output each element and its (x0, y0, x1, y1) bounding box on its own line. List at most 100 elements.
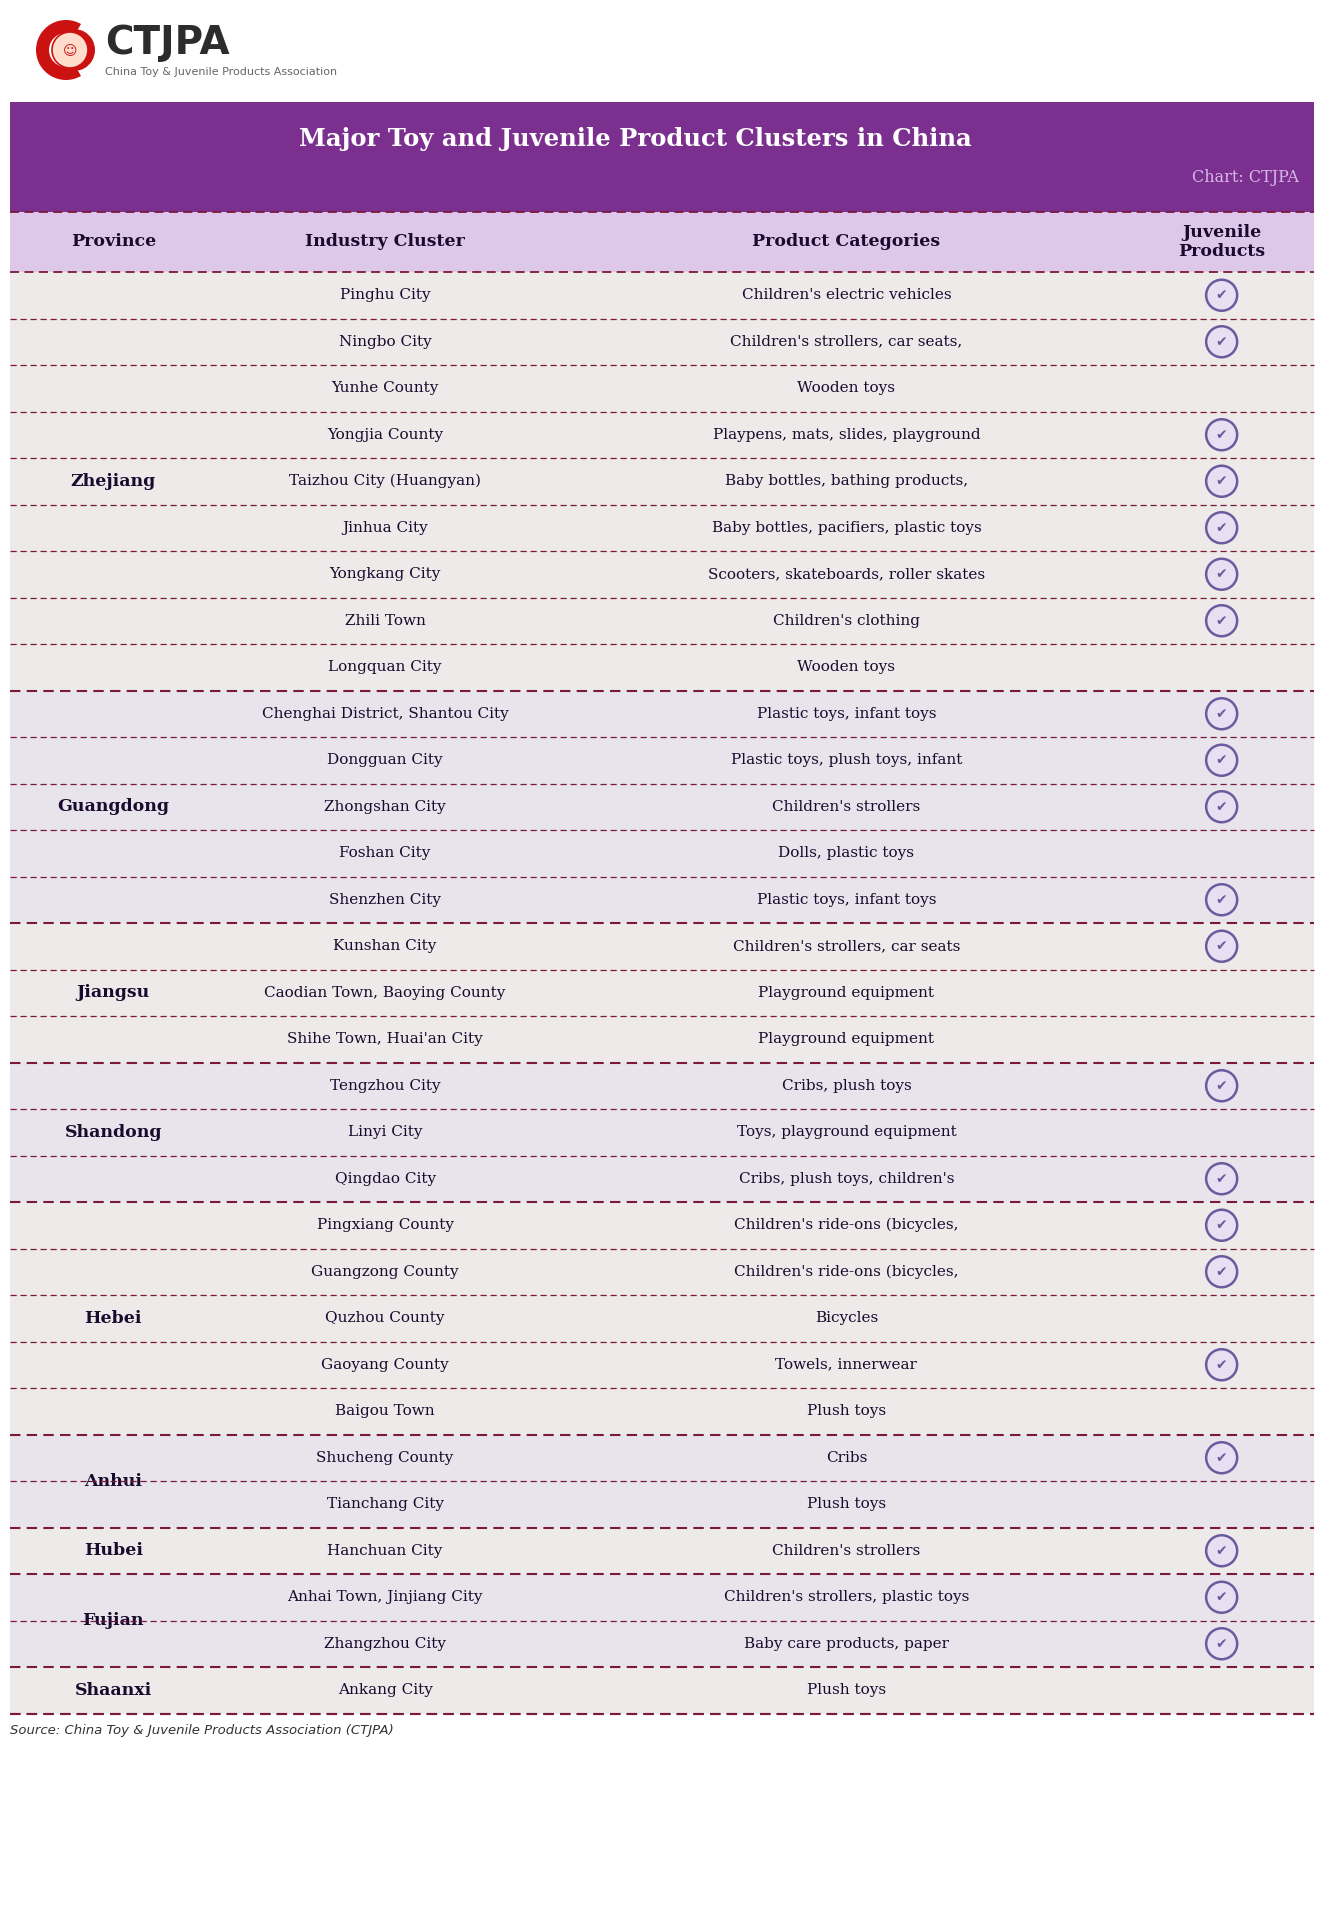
Text: ☺: ☺ (62, 44, 77, 57)
Text: ✔: ✔ (1215, 939, 1227, 952)
Text: Zhongshan City: Zhongshan City (324, 800, 446, 813)
Circle shape (1206, 1071, 1237, 1101)
Text: ✔: ✔ (1215, 288, 1227, 303)
Text: Wooden toys: Wooden toys (797, 661, 895, 674)
FancyBboxPatch shape (11, 924, 1313, 1063)
Text: Foshan City: Foshan City (339, 846, 430, 861)
Text: Qingdao City: Qingdao City (335, 1172, 436, 1185)
Text: Shaanxi: Shaanxi (74, 1682, 152, 1699)
Circle shape (1206, 326, 1237, 358)
Text: Bicycles: Bicycles (814, 1311, 878, 1326)
Circle shape (1206, 1629, 1237, 1659)
Text: ✔: ✔ (1215, 568, 1227, 581)
Text: Chenghai District, Shantou City: Chenghai District, Shantou City (262, 707, 508, 720)
Text: Plush toys: Plush toys (806, 1497, 886, 1511)
Text: Guangzong County: Guangzong County (311, 1265, 459, 1278)
Text: Baby care products, paper: Baby care products, paper (744, 1636, 949, 1652)
FancyBboxPatch shape (11, 1528, 1313, 1574)
Circle shape (1206, 465, 1237, 497)
Text: ✔: ✔ (1215, 1078, 1227, 1093)
Text: Yongkang City: Yongkang City (330, 568, 441, 581)
Text: Children's strollers, plastic toys: Children's strollers, plastic toys (724, 1591, 969, 1604)
Text: Jinhua City: Jinhua City (342, 520, 428, 535)
Text: Hanchuan City: Hanchuan City (327, 1543, 442, 1558)
Text: Plush toys: Plush toys (806, 1404, 886, 1417)
Text: Towels, innerwear: Towels, innerwear (776, 1358, 918, 1372)
Text: Zhejiang: Zhejiang (70, 472, 156, 490)
Text: Guangdong: Guangdong (57, 798, 169, 815)
Text: Plush toys: Plush toys (806, 1684, 886, 1697)
Circle shape (1206, 699, 1237, 730)
Text: Playground equipment: Playground equipment (759, 1033, 935, 1046)
Circle shape (1206, 1581, 1237, 1614)
Text: Cribs, plush toys: Cribs, plush toys (781, 1078, 911, 1093)
Circle shape (1206, 932, 1237, 962)
Text: Ankang City: Ankang City (338, 1684, 433, 1697)
Circle shape (1206, 1349, 1237, 1381)
Text: Taizhou City (Huangyan): Taizhou City (Huangyan) (289, 474, 481, 488)
Wedge shape (36, 19, 81, 80)
Text: Major Toy and Juvenile Product Clusters in China: Major Toy and Juvenile Product Clusters … (299, 128, 972, 150)
Text: Children's ride-ons (bicycles,: Children's ride-ons (bicycles, (733, 1265, 959, 1278)
Text: CTJPA: CTJPA (105, 25, 229, 63)
Text: Kunshan City: Kunshan City (334, 939, 437, 952)
Text: Dongguan City: Dongguan City (327, 752, 444, 768)
Text: ✔: ✔ (1215, 707, 1227, 720)
Text: ✔: ✔ (1215, 429, 1227, 442)
Text: Yongjia County: Yongjia County (327, 429, 444, 442)
Text: Pingxiang County: Pingxiang County (316, 1219, 454, 1233)
FancyBboxPatch shape (11, 272, 1313, 690)
Text: Shihe Town, Huai'an City: Shihe Town, Huai'an City (287, 1033, 483, 1046)
Text: ✔: ✔ (1215, 1265, 1227, 1278)
FancyBboxPatch shape (11, 690, 1313, 924)
Circle shape (1206, 1535, 1237, 1566)
Text: Children's strollers: Children's strollers (772, 800, 920, 813)
Text: ✔: ✔ (1215, 1358, 1227, 1372)
Text: ✔: ✔ (1215, 613, 1227, 629)
Text: Juvenile
Products: Juvenile Products (1178, 223, 1266, 261)
FancyBboxPatch shape (11, 1202, 1313, 1434)
Text: Yunhe County: Yunhe County (331, 381, 438, 394)
Text: Scooters, skateboards, roller skates: Scooters, skateboards, roller skates (708, 568, 985, 581)
Text: Ningbo City: Ningbo City (339, 335, 432, 349)
Text: Shandong: Shandong (65, 1124, 162, 1141)
FancyBboxPatch shape (11, 8, 1313, 103)
Text: Hebei: Hebei (85, 1311, 142, 1326)
Text: Quzhou County: Quzhou County (326, 1311, 445, 1326)
Text: Zhangzhou City: Zhangzhou City (324, 1636, 446, 1652)
Text: ✔: ✔ (1215, 893, 1227, 907)
Text: Toys, playground equipment: Toys, playground equipment (736, 1126, 956, 1139)
Text: Baby bottles, bathing products,: Baby bottles, bathing products, (724, 474, 968, 488)
Text: Plastic toys, infant toys: Plastic toys, infant toys (756, 707, 936, 720)
Text: Linyi City: Linyi City (348, 1126, 422, 1139)
Circle shape (1206, 606, 1237, 636)
Text: Anhai Town, Jinjiang City: Anhai Town, Jinjiang City (287, 1591, 483, 1604)
Text: Product Categories: Product Categories (752, 234, 940, 250)
Circle shape (1206, 884, 1237, 914)
Text: ✔: ✔ (1215, 800, 1227, 813)
Text: Industry Cluster: Industry Cluster (305, 234, 465, 250)
FancyBboxPatch shape (11, 211, 1313, 272)
Text: ✔: ✔ (1215, 1219, 1227, 1233)
Text: Chart: CTJPA: Chart: CTJPA (1192, 168, 1299, 185)
Text: Dolls, plastic toys: Dolls, plastic toys (779, 846, 915, 861)
Text: Children's strollers, car seats,: Children's strollers, car seats, (731, 335, 963, 349)
Text: ✔: ✔ (1215, 474, 1227, 488)
Text: Children's clothing: Children's clothing (773, 613, 920, 629)
Text: Wooden toys: Wooden toys (797, 381, 895, 394)
Text: Tianchang City: Tianchang City (327, 1497, 444, 1511)
Text: Fujian: Fujian (82, 1612, 144, 1629)
FancyBboxPatch shape (11, 1434, 1313, 1528)
Text: Playground equipment: Playground equipment (759, 985, 935, 1000)
Circle shape (1206, 512, 1237, 543)
Text: Tengzhou City: Tengzhou City (330, 1078, 441, 1093)
FancyBboxPatch shape (11, 1667, 1313, 1713)
Text: Shucheng County: Shucheng County (316, 1452, 454, 1465)
Text: ✔: ✔ (1215, 1543, 1227, 1558)
Circle shape (1206, 419, 1237, 450)
Text: Playpens, mats, slides, playground: Playpens, mats, slides, playground (712, 429, 980, 442)
Text: Source: China Toy & Juvenile Products Association (CTJPA): Source: China Toy & Juvenile Products As… (11, 1724, 393, 1737)
FancyBboxPatch shape (11, 103, 1313, 211)
Circle shape (1206, 745, 1237, 775)
Text: Pinghu City: Pinghu City (340, 288, 430, 303)
